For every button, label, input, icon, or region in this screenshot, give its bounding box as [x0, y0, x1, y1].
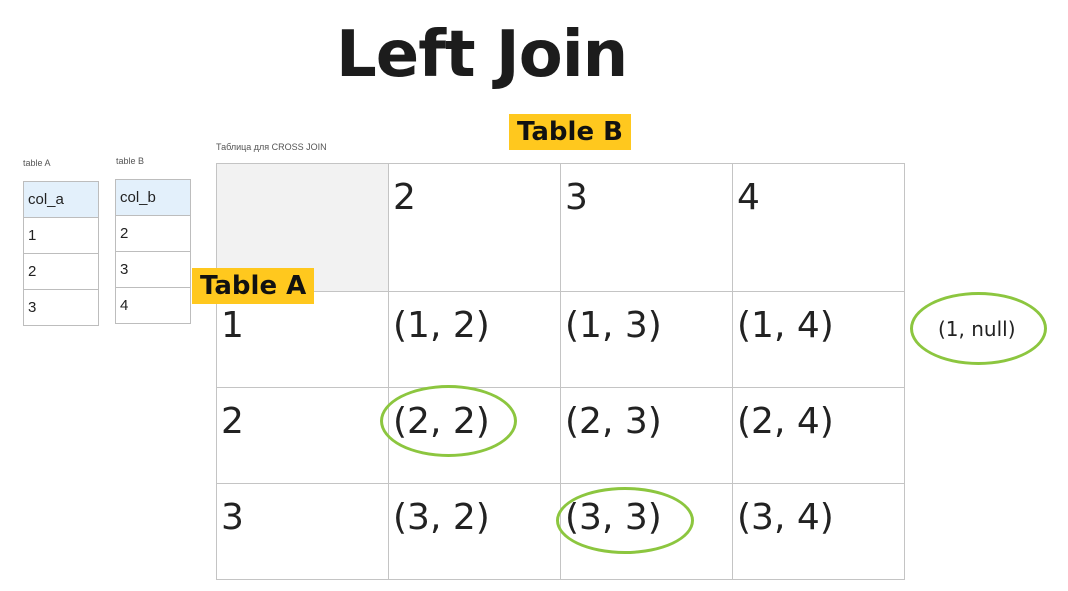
grid-cell: (1, 2) — [388, 291, 561, 388]
grid-cell: (2, 4) — [732, 387, 905, 484]
unmatched-result: (1, null) — [938, 317, 1016, 341]
cross-join-caption: Таблица для CROSS JOIN — [216, 142, 327, 152]
table-row: 2 — [23, 253, 99, 290]
table-a-label: Table A — [192, 268, 315, 304]
table-row: 4 — [115, 287, 191, 324]
page-title: Left Join — [336, 18, 628, 92]
grid-col-header: 3 — [560, 163, 733, 292]
table-a-caption: table A — [23, 158, 51, 168]
grid-row-header: 3 — [216, 483, 389, 580]
null-highlight-ellipse — [910, 292, 1047, 365]
grid-cell: (3, 2) — [388, 483, 561, 580]
table-row: 3 — [23, 289, 99, 326]
table-row: 3 — [115, 251, 191, 288]
grid-cell: (3, 4) — [732, 483, 905, 580]
grid-col-header: 4 — [732, 163, 905, 292]
table-b-header: col_b — [115, 179, 191, 216]
table-row: 1 — [23, 217, 99, 254]
table-b-caption: table B — [116, 156, 145, 166]
grid-cell: (1, 3) — [560, 291, 733, 388]
match-highlight-ellipse — [380, 385, 517, 457]
match-highlight-ellipse — [556, 487, 694, 554]
table-a-header: col_a — [23, 181, 99, 218]
grid-col-header: 2 — [388, 163, 561, 292]
grid-row-header: 2 — [216, 387, 389, 484]
table-a: col_a 1 2 3 — [23, 181, 99, 326]
table-row: 2 — [115, 215, 191, 252]
table-b: col_b 2 3 4 — [115, 179, 191, 324]
table-b-label: Table B — [509, 114, 631, 150]
grid-row-header: 1 — [216, 291, 389, 388]
grid-cell: (1, 4) — [732, 291, 905, 388]
grid-cell: (2, 3) — [560, 387, 733, 484]
